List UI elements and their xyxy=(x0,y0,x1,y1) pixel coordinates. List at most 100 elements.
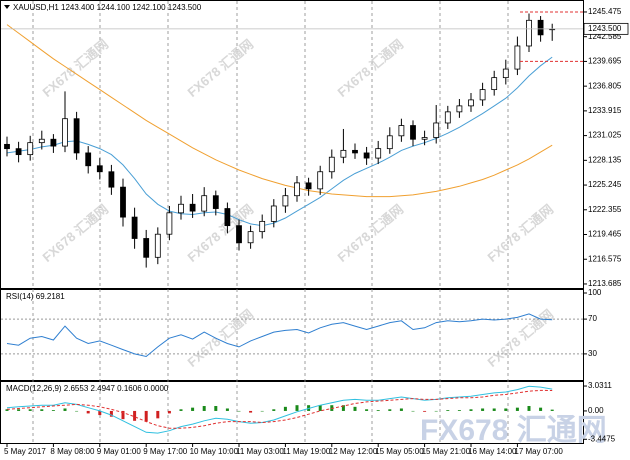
histogram-bar xyxy=(469,409,473,411)
candle-body xyxy=(50,138,57,147)
y-tick-label: 1245.475 xyxy=(588,7,622,16)
histogram-bar xyxy=(121,410,125,420)
x-tick-label: 10 May 10:00 xyxy=(190,447,239,456)
candle-body xyxy=(189,203,196,212)
candle-body xyxy=(410,125,416,140)
y-tick-label: 70 xyxy=(588,314,597,323)
histogram-bar xyxy=(539,407,543,411)
histogram-bar xyxy=(376,410,380,411)
main-frame xyxy=(0,0,584,289)
indicator-line xyxy=(6,56,553,227)
y-tick-label: 1231.025 xyxy=(588,131,622,140)
histogram-bar xyxy=(434,410,438,412)
histogram-bar xyxy=(51,410,55,411)
candle-body xyxy=(444,111,451,124)
candle-body xyxy=(340,149,347,158)
rsi-title: RSI(14) 69.2181 xyxy=(6,292,65,301)
histogram-bar xyxy=(318,405,322,411)
histogram-bar xyxy=(527,406,531,411)
y-tick-label: 0.00 xyxy=(588,406,604,415)
histogram-bar xyxy=(214,406,218,411)
candle-body xyxy=(96,165,103,173)
macd-title: MACD(12,26,9) 2.6553 2.4947 0.1606 0.000… xyxy=(6,384,169,393)
candle-body xyxy=(224,208,231,227)
candle-body xyxy=(15,148,22,156)
candle-body xyxy=(108,171,115,188)
y-tick-label: 100 xyxy=(588,288,602,297)
histogram-bar xyxy=(457,410,461,411)
x-tick-label: 17 May 07:00 xyxy=(514,447,563,456)
candle-body xyxy=(526,19,532,47)
y-tick-label: 1216.575 xyxy=(588,254,622,263)
candle-body xyxy=(433,122,440,138)
histogram-bar xyxy=(28,409,32,411)
histogram-bar xyxy=(423,410,427,412)
y-tick-label: 1239.695 xyxy=(588,57,622,66)
candle-body xyxy=(143,238,150,258)
histogram-bar xyxy=(202,406,206,411)
candle-body xyxy=(352,149,358,154)
histogram-bar xyxy=(341,405,345,411)
histogram-bar xyxy=(504,408,508,411)
candle-body xyxy=(270,205,277,222)
histogram-bar xyxy=(411,410,415,412)
histogram-bar xyxy=(249,410,253,413)
candle-body xyxy=(259,220,266,233)
candle-body xyxy=(502,68,509,79)
y-tick-label: 1236.805 xyxy=(588,81,622,90)
histogram-bar xyxy=(179,409,183,411)
candle-body xyxy=(154,233,161,258)
histogram-bar xyxy=(388,409,392,411)
candle-body xyxy=(212,195,219,209)
chart-title: XAUUSD,H1 1243.400 1244.100 1242.100 124… xyxy=(13,3,202,12)
indicator-line xyxy=(6,24,553,198)
menu-icon xyxy=(4,5,10,9)
histogram-bar xyxy=(133,410,137,421)
histogram-bar xyxy=(399,408,403,411)
candle-body xyxy=(27,142,34,156)
histogram-bar xyxy=(365,409,369,411)
y-tick-label: -3.4475 xyxy=(588,434,616,443)
histogram-bar xyxy=(156,410,160,419)
candle-body xyxy=(421,137,428,140)
watermark-logo: FX678 汇通网 xyxy=(420,414,607,447)
histogram-bar xyxy=(353,406,357,411)
y-tick-label: 1222.355 xyxy=(588,205,622,214)
rsi-frame xyxy=(0,289,584,381)
last-price-box xyxy=(583,22,629,35)
candle-body xyxy=(479,89,486,101)
candle-body xyxy=(491,77,498,91)
histogram-bar xyxy=(272,409,276,411)
candle-body xyxy=(73,118,80,154)
candle-body xyxy=(398,125,405,137)
candle-body xyxy=(120,186,126,218)
y-tick-label: 1219.465 xyxy=(588,230,622,239)
x-tick-label: 11 May 19:00 xyxy=(282,447,330,456)
candle-body xyxy=(282,195,289,207)
indicator-line xyxy=(6,313,553,358)
candle-body xyxy=(38,138,45,144)
histogram-bar xyxy=(75,410,79,412)
x-tick-label: 16 May 14:00 xyxy=(468,447,517,456)
candle-body xyxy=(537,19,544,36)
histogram-bar xyxy=(109,410,113,417)
candle-body xyxy=(328,156,335,173)
x-tick-label: 12 May 12:00 xyxy=(329,447,378,456)
x-tick-label: 8 May 08:00 xyxy=(50,447,95,456)
x-tick-label: 15 May 05:00 xyxy=(375,447,424,456)
indicator-line xyxy=(6,385,553,434)
histogram-bar xyxy=(144,410,148,422)
candle-body xyxy=(305,182,312,190)
candle-body xyxy=(166,212,173,235)
x-tick-label: 9 May 01:00 xyxy=(97,447,142,456)
indicator-line xyxy=(6,389,553,429)
histogram-bar xyxy=(167,410,171,414)
histogram-bar xyxy=(191,407,195,411)
histogram-bar xyxy=(40,409,44,411)
x-tick-label: 5 May 2017 xyxy=(4,447,46,456)
histogram-bar xyxy=(481,408,485,411)
histogram-bar xyxy=(98,410,102,416)
